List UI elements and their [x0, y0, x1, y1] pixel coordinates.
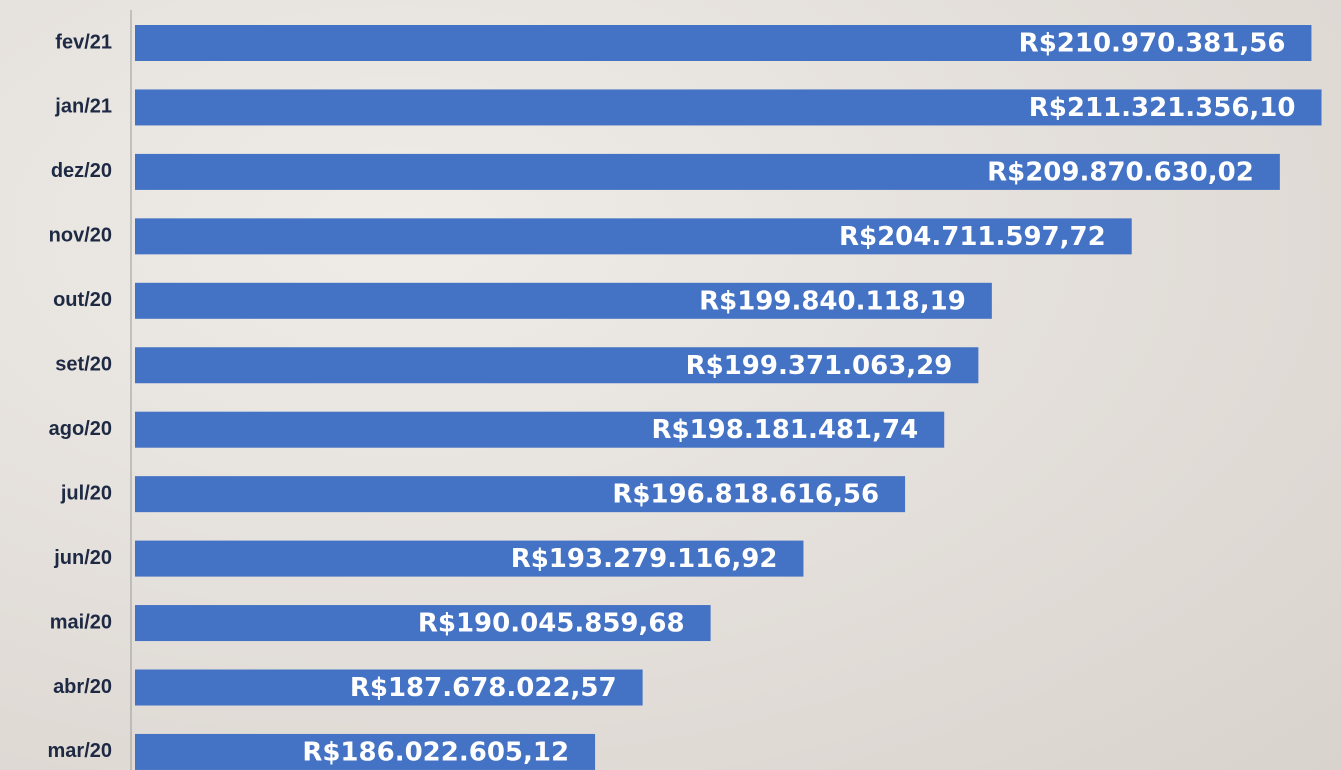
bar	[135, 669, 643, 706]
category-label: ago/20	[49, 418, 112, 440]
value-label: R$204.711.597,72	[839, 222, 1106, 252]
category-label: jun/20	[53, 547, 112, 569]
value-label: R$190.045.859,68	[418, 609, 685, 639]
bar	[135, 605, 711, 642]
bar	[135, 476, 906, 513]
category-label: jan/21	[54, 96, 112, 118]
bar	[135, 89, 1322, 126]
category-label: set/20	[55, 354, 112, 376]
category-label: abr/20	[53, 676, 112, 698]
category-label: out/20	[53, 289, 112, 311]
bar	[135, 282, 992, 319]
value-label: R$186.022.605,12	[302, 737, 569, 767]
bar	[135, 733, 596, 770]
bar	[135, 411, 945, 448]
category-label: mai/20	[50, 611, 112, 633]
bar	[135, 347, 979, 384]
value-label: R$196.818.616,56	[612, 480, 879, 510]
value-label: R$209.870.630,02	[987, 157, 1254, 187]
value-label: R$187.678.022,57	[350, 673, 617, 703]
category-label: jul/20	[60, 482, 112, 504]
bar	[135, 540, 804, 577]
value-label: R$199.840.118,19	[699, 286, 966, 316]
value-label: R$193.279.116,92	[511, 544, 778, 574]
bar	[135, 153, 1280, 190]
value-label: R$210.970.381,56	[1019, 29, 1286, 59]
category-label: nov/20	[49, 225, 112, 247]
bar	[135, 218, 1132, 255]
value-label: R$199.371.063,29	[686, 351, 953, 381]
category-label: fev/21	[55, 31, 112, 53]
bar	[135, 25, 1312, 61]
value-label: R$211.321.356,10	[1029, 93, 1296, 123]
value-label: R$198.181.481,74	[651, 415, 918, 445]
category-label: mar/20	[48, 740, 113, 762]
category-label: dez/20	[51, 160, 112, 182]
